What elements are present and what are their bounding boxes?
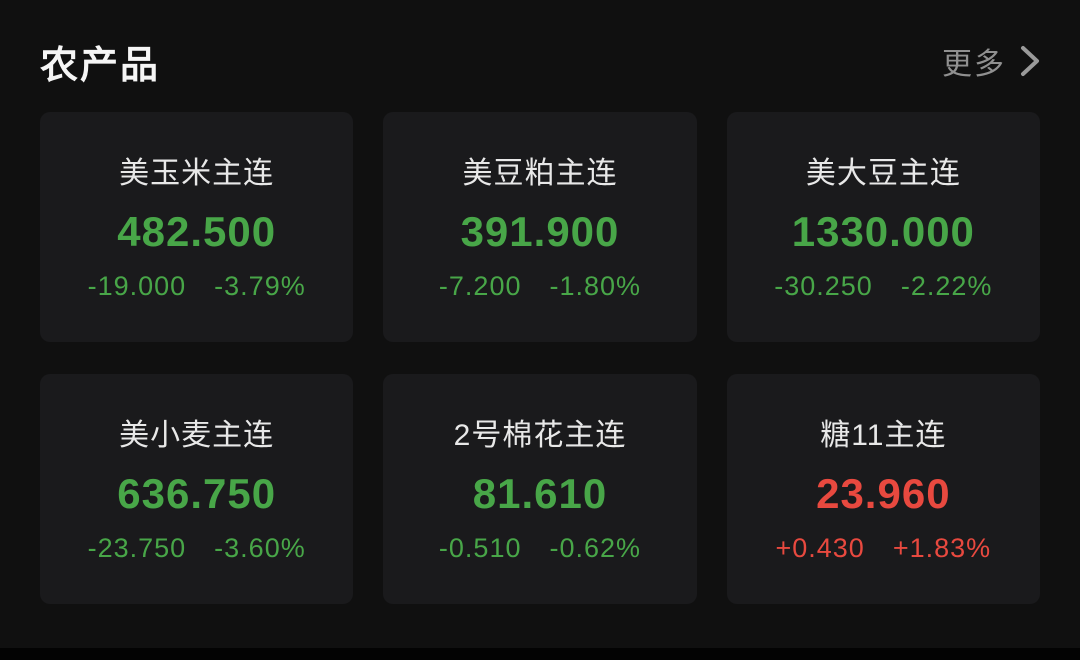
change-percent: -1.80% — [549, 271, 642, 301]
quote-card-corn[interactable]: 美玉米主连 482.500 -19.000 -3.79% — [40, 112, 354, 342]
change-percent: -3.60% — [214, 533, 306, 563]
more-button[interactable]: 更多 — [942, 39, 1040, 83]
contract-name: 糖11主连 — [820, 419, 947, 452]
contract-name: 美大豆主连 — [805, 157, 961, 190]
last-price: 391.900 — [460, 207, 620, 255]
change-row: +0.430 +1.83% — [775, 533, 991, 564]
bottom-edge — [0, 648, 1080, 660]
quote-card-wheat[interactable]: 美小麦主连 636.750 -23.750 -3.60% — [40, 374, 354, 604]
change-value: -7.200 — [438, 271, 522, 301]
contract-name: 2号棉花主连 — [453, 419, 627, 452]
change-row: -23.750 -3.60% — [88, 533, 306, 564]
quote-grid: 美玉米主连 482.500 -19.000 -3.79% 美豆粕主连 391.9… — [40, 112, 1040, 604]
more-label: 更多 — [942, 48, 1006, 81]
change-percent: +1.83% — [892, 533, 992, 563]
change-row: -19.000 -3.79% — [88, 271, 306, 302]
quote-card-sugar[interactable]: 糖11主连 23.960 +0.430 +1.83% — [726, 374, 1040, 604]
last-price: 23.960 — [816, 469, 951, 517]
contract-name: 美豆粕主连 — [462, 157, 618, 190]
quote-card-soybean-meal[interactable]: 美豆粕主连 391.900 -7.200 -1.80% — [383, 112, 697, 342]
change-percent: -0.62% — [549, 533, 642, 563]
change-percent: -2.22% — [900, 271, 993, 301]
last-price: 482.500 — [117, 207, 277, 255]
contract-name: 美小麦主连 — [119, 419, 275, 452]
change-value: -30.250 — [774, 271, 873, 301]
last-price: 636.750 — [117, 469, 277, 517]
change-value: +0.430 — [775, 533, 865, 563]
quote-card-cotton[interactable]: 2号棉花主连 81.610 -0.510 -0.62% — [383, 374, 697, 604]
chevron-right-icon — [1020, 45, 1040, 77]
change-row: -7.200 -1.80% — [439, 271, 641, 302]
section-title: 农产品 — [40, 44, 161, 87]
change-value: -23.750 — [87, 533, 187, 563]
last-price: 1330.000 — [791, 207, 975, 255]
contract-name: 美玉米主连 — [119, 157, 275, 190]
change-row: -0.510 -0.62% — [439, 533, 641, 564]
change-percent: -3.79% — [214, 271, 306, 301]
change-value: -19.000 — [87, 271, 187, 301]
section-header: 农产品 更多 — [40, 0, 1040, 112]
quote-card-soybean[interactable]: 美大豆主连 1330.000 -30.250 -2.22% — [726, 112, 1040, 342]
last-price: 81.610 — [472, 469, 608, 517]
change-value: -0.510 — [438, 533, 522, 563]
change-row: -30.250 -2.22% — [774, 271, 992, 302]
